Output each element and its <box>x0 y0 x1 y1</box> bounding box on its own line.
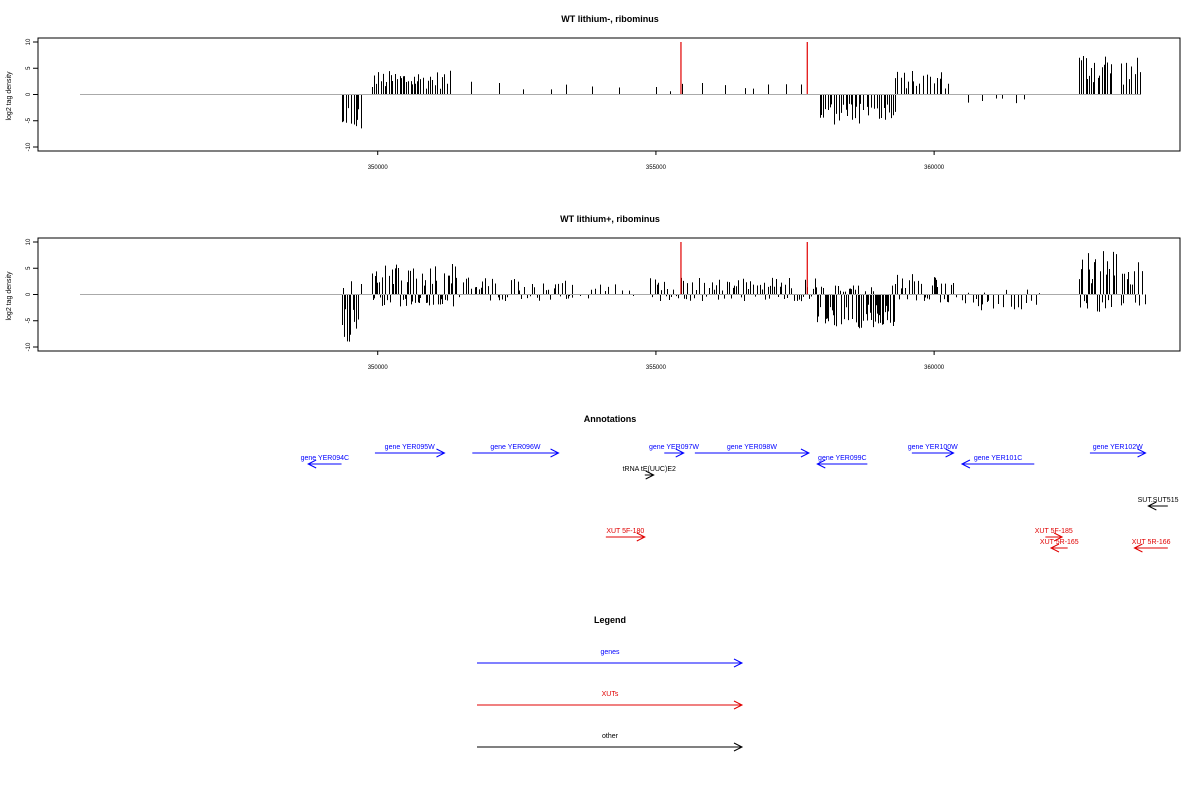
annotation-feature[interactable]: tRNA tE(UUC)E2 <box>623 466 676 480</box>
feature-arrow-head <box>550 448 560 458</box>
feature-label: gene YER099C <box>818 455 867 462</box>
y-axis-label: log2 tag density <box>6 271 13 321</box>
legend-item: XUTs <box>477 691 744 710</box>
feature-label: gene YER094C <box>301 455 350 462</box>
annotation-feature[interactable]: gene YER099C <box>816 455 868 469</box>
feature-arrow-head <box>1133 543 1143 553</box>
feature-arrow-head <box>307 459 317 469</box>
y-tick-label: 10 <box>26 38 32 45</box>
annotation-feature[interactable]: gene YER101C <box>960 455 1035 469</box>
legend-label: other <box>602 733 619 740</box>
legend-label: XUTs <box>602 691 619 698</box>
y-axis: 10 5 0 -5 -10 <box>26 238 38 351</box>
annotation-feature[interactable]: gene YER102W <box>1089 444 1147 458</box>
annotation-feature[interactable]: SUT.SUT515 <box>1138 497 1179 511</box>
y-axis-label: log2 tag density <box>6 71 13 121</box>
legend-arrow-head <box>733 658 744 668</box>
x-tick-label: 360000 <box>924 365 945 371</box>
legend-item: genes <box>477 649 744 668</box>
legend-arrow-head <box>733 742 744 752</box>
x-axis: 350000 355000 360000 <box>368 151 945 171</box>
data-bars <box>342 55 1141 129</box>
feature-arrow-head <box>636 532 646 542</box>
feature-label: XUT 5F-180 <box>606 528 644 535</box>
data-bars <box>342 251 1146 342</box>
legend-panel: Legend genes XUTs other <box>477 615 744 752</box>
annotation-feature[interactable]: gene YER096W <box>472 444 560 458</box>
feature-label: XUT 5R-166 <box>1132 539 1171 546</box>
annotation-features: gene YER094C gene YER095W gene YER096W gene… <box>301 444 1179 553</box>
annotation-feature[interactable]: gene YER095W <box>374 444 446 458</box>
feature-arrow-head <box>816 459 826 469</box>
y-tick-label: -5 <box>26 317 32 323</box>
y-tick-label: -10 <box>26 342 32 351</box>
legend-arrow-head <box>733 700 744 710</box>
legend-title: Legend <box>594 615 626 625</box>
track-panel-lithium-plus: WT lithium+, ribominus log2 tag density … <box>6 214 1181 371</box>
highlight-lines <box>680 242 808 295</box>
legend-items: genes XUTs other <box>477 649 744 752</box>
annotations-title: Annotations <box>584 414 637 424</box>
feature-label: XUT 5R-165 <box>1040 539 1079 546</box>
feature-arrow-head <box>1053 532 1064 542</box>
highlight-lines <box>680 42 808 95</box>
y-tick-label: 5 <box>26 66 32 70</box>
annotation-feature[interactable]: XUT 5R-165 <box>1040 539 1079 553</box>
feature-label: SUT.SUT515 <box>1138 497 1179 504</box>
y-tick-label: 0 <box>26 92 32 96</box>
feature-arrow-head <box>675 448 685 458</box>
feature-arrow-head <box>960 459 971 469</box>
y-tick-label: 5 <box>26 266 32 270</box>
x-axis: 350000 355000 360000 <box>368 351 945 371</box>
legend-label: genes <box>600 649 620 656</box>
y-axis: 10 5 0 -5 -10 <box>26 38 38 151</box>
feature-label: gene YER102W <box>1093 444 1143 451</box>
y-tick-label: -5 <box>26 117 32 123</box>
feature-arrow-head <box>945 448 955 458</box>
x-tick-label: 350000 <box>368 365 389 371</box>
track-title: WT lithium+, ribominus <box>560 214 660 224</box>
feature-arrow-head <box>1137 448 1147 458</box>
track-panel-lithium-minus: WT lithium-, ribominus log2 tag density … <box>6 14 1181 171</box>
feature-arrow-head <box>436 448 446 458</box>
annotation-feature[interactable]: gene YER094C <box>301 455 350 469</box>
y-tick-label: 10 <box>26 238 32 245</box>
x-tick-label: 350000 <box>368 165 389 171</box>
feature-label: gene YER097W <box>649 444 699 451</box>
annotation-feature[interactable]: gene YER098W <box>694 444 811 458</box>
annotation-feature[interactable]: gene YER097W <box>649 444 699 458</box>
feature-arrow-head <box>645 470 655 480</box>
track-title: WT lithium-, ribominus <box>561 14 659 24</box>
feature-label: gene YER095W <box>385 444 435 451</box>
x-tick-label: 355000 <box>646 365 667 371</box>
annotation-feature[interactable]: XUT 5F-180 <box>605 528 646 542</box>
feature-label: gene YER096W <box>490 444 540 451</box>
y-tick-label: 0 <box>26 292 32 296</box>
feature-label: gene YER098W <box>727 444 777 451</box>
annotation-feature[interactable]: gene YER100W <box>908 444 958 458</box>
annotation-feature[interactable]: XUT 5R-166 <box>1132 539 1171 553</box>
annotation-feature[interactable]: XUT 5F-185 <box>1035 528 1073 542</box>
x-tick-label: 355000 <box>646 165 667 171</box>
feature-label: XUT 5F-185 <box>1035 528 1073 535</box>
feature-arrow-head <box>800 448 811 458</box>
feature-label: gene YER100W <box>908 444 958 451</box>
feature-arrow-head <box>1049 543 1060 553</box>
feature-arrow-head <box>1147 501 1157 511</box>
y-tick-label: -10 <box>26 142 32 151</box>
legend-item: other <box>477 733 744 752</box>
x-tick-label: 360000 <box>924 165 945 171</box>
feature-label: gene YER101C <box>974 455 1023 462</box>
feature-label: tRNA tE(UUC)E2 <box>623 466 676 473</box>
